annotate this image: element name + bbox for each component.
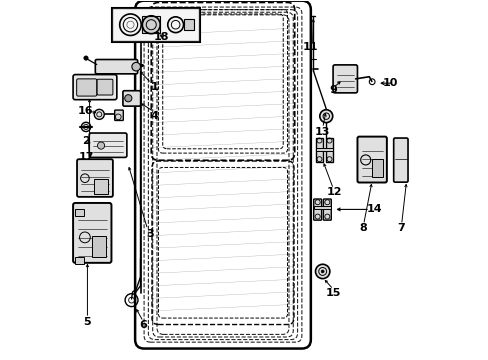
FancyBboxPatch shape — [393, 138, 407, 182]
Bar — [325, 138, 332, 162]
FancyBboxPatch shape — [97, 79, 113, 95]
FancyBboxPatch shape — [95, 59, 137, 74]
Text: 13: 13 — [314, 127, 329, 136]
Bar — [75, 209, 84, 216]
Text: 2: 2 — [82, 136, 90, 145]
Bar — [316, 148, 332, 151]
FancyBboxPatch shape — [357, 136, 386, 183]
Circle shape — [83, 56, 88, 60]
FancyBboxPatch shape — [73, 75, 117, 100]
Text: 18: 18 — [153, 32, 169, 41]
Text: 5: 5 — [83, 317, 90, 327]
FancyBboxPatch shape — [73, 203, 111, 263]
Circle shape — [321, 270, 324, 273]
Circle shape — [97, 142, 104, 149]
Bar — [314, 206, 330, 210]
Bar — [142, 17, 160, 33]
Text: 17: 17 — [79, 152, 94, 162]
Bar — [92, 236, 105, 257]
Text: 6: 6 — [139, 320, 147, 330]
Text: 9: 9 — [329, 85, 337, 95]
Circle shape — [319, 110, 332, 123]
FancyBboxPatch shape — [77, 159, 113, 197]
FancyBboxPatch shape — [115, 110, 123, 121]
Text: 10: 10 — [382, 78, 397, 88]
Text: 1: 1 — [150, 82, 158, 93]
Bar — [112, 9, 199, 41]
Bar — [316, 138, 322, 162]
FancyBboxPatch shape — [332, 65, 357, 93]
FancyBboxPatch shape — [122, 91, 141, 106]
FancyBboxPatch shape — [77, 79, 97, 96]
Bar — [112, 8, 199, 42]
Text: 16: 16 — [78, 106, 94, 116]
Circle shape — [315, 264, 329, 279]
Text: 7: 7 — [397, 223, 405, 233]
FancyBboxPatch shape — [313, 199, 321, 220]
Text: 8: 8 — [358, 224, 366, 233]
Circle shape — [94, 109, 104, 120]
Text: 15: 15 — [325, 288, 341, 298]
Bar — [94, 179, 108, 194]
Text: 12: 12 — [326, 187, 342, 197]
Circle shape — [132, 62, 140, 71]
Bar — [371, 159, 382, 177]
FancyBboxPatch shape — [135, 1, 310, 348]
FancyBboxPatch shape — [89, 133, 126, 157]
Text: 4: 4 — [151, 111, 159, 121]
Text: 11: 11 — [303, 42, 318, 52]
Bar — [75, 257, 84, 264]
Bar — [184, 19, 194, 30]
FancyBboxPatch shape — [323, 199, 330, 220]
Circle shape — [124, 95, 132, 102]
Circle shape — [81, 122, 90, 132]
Text: 3: 3 — [146, 229, 154, 239]
Text: 14: 14 — [366, 204, 381, 215]
